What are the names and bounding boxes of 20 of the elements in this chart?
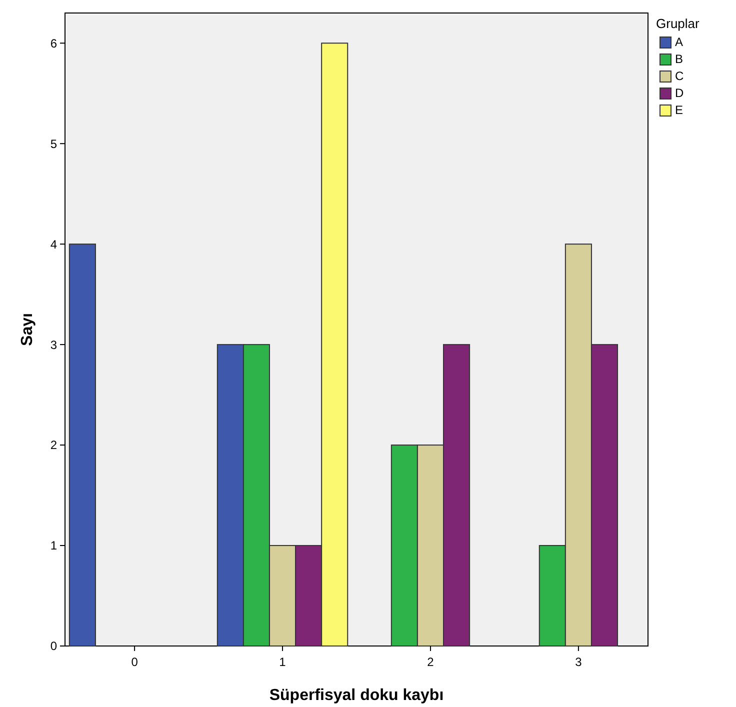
x-tick-label: 0 bbox=[131, 655, 138, 669]
legend-label: A bbox=[675, 35, 684, 50]
y-tick-label: 1 bbox=[50, 538, 58, 553]
y-tick-label: 2 bbox=[50, 438, 58, 452]
legend-label: E bbox=[675, 103, 684, 118]
x-tick-label: 3 bbox=[575, 655, 582, 669]
bar bbox=[68, 244, 96, 646]
x-axis-title: Süperfisyal doku kaybı bbox=[269, 687, 444, 704]
legend-title: Gruplar bbox=[656, 16, 700, 31]
x-tick-label: 1 bbox=[279, 655, 286, 669]
legend-label: D bbox=[675, 86, 684, 100]
x-tick-label: 2 bbox=[427, 655, 434, 669]
y-tick-label: 0 bbox=[50, 639, 58, 654]
y-axis-title: Sayı bbox=[19, 313, 36, 346]
y-tick-label: 4 bbox=[50, 237, 58, 252]
legend-label: B bbox=[675, 52, 684, 66]
y-tick-label: 3 bbox=[50, 338, 58, 352]
legend-label: C bbox=[675, 69, 684, 84]
y-tick-label: 6 bbox=[50, 36, 58, 50]
y-tick-label: 5 bbox=[50, 136, 58, 151]
